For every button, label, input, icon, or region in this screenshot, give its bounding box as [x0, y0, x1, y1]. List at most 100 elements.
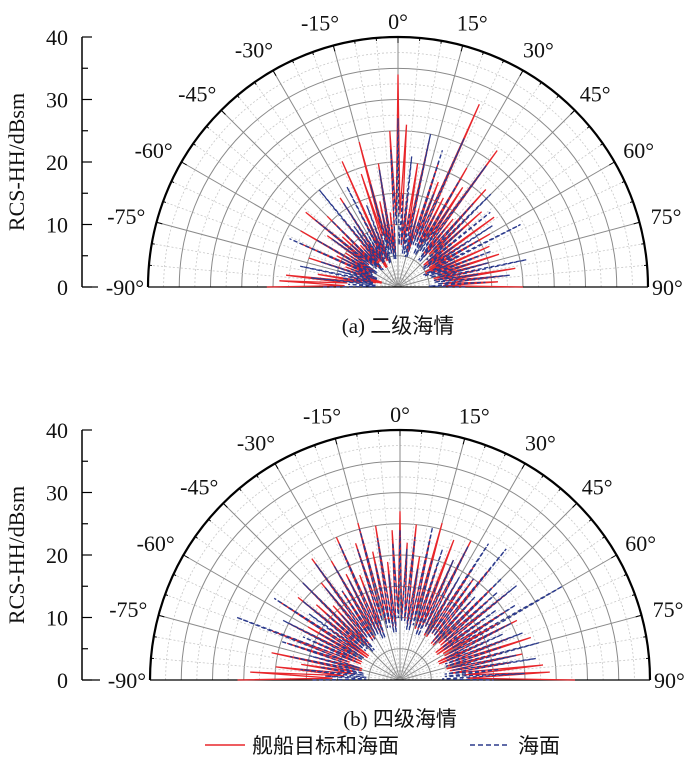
y-tick-label: 40 [46, 418, 68, 443]
arc-tick [556, 95, 560, 99]
arc-tick [629, 201, 634, 203]
series-line-ship [237, 511, 576, 681]
grid-spoke-minor [256, 474, 401, 681]
angle-tick-label: -60° [135, 138, 173, 163]
arc-tick [156, 221, 163, 225]
arc-tick [208, 518, 212, 522]
arc-tick [162, 201, 167, 203]
grid-spoke-minor [399, 430, 423, 681]
angle-tick-label: 45° [580, 81, 611, 106]
arc-tick [635, 614, 642, 618]
grid-spoke [397, 221, 640, 288]
arc-tick [600, 143, 604, 146]
grid-spoke-minor [399, 636, 647, 681]
arc-tick [314, 444, 316, 449]
panel-caption: (a) 二级海情 [342, 314, 455, 338]
arc-tick [173, 573, 177, 577]
arc-tick [334, 438, 338, 445]
angle-tick-label: 0° [388, 9, 408, 34]
grid-spoke-minor [399, 488, 562, 681]
y-tick-label: 20 [46, 150, 68, 175]
y-tick-label: 30 [46, 481, 68, 506]
arc-tick [183, 554, 189, 559]
arc-tick [238, 488, 242, 492]
angle-tick-label: 15° [459, 403, 490, 428]
angle-tick-label: -75° [107, 204, 145, 229]
grid-spoke [397, 161, 615, 288]
y-tick-label: 30 [46, 88, 68, 113]
grid-spoke-minor [397, 51, 484, 288]
arc-tick [484, 444, 486, 449]
arc-tick [254, 81, 257, 85]
angle-tick-label: 30° [523, 38, 554, 63]
grid-spoke-minor [397, 40, 442, 288]
grid-spoke-minor [397, 81, 542, 288]
grid-spoke-minor [356, 433, 401, 681]
angle-tick-label: 90° [652, 275, 683, 300]
arc-tick [354, 40, 356, 44]
arc-tick [256, 474, 259, 478]
arc-tick [633, 221, 640, 225]
arc-tick [194, 536, 198, 539]
polar-panel-a: -90° -75° -60° -45° -30° -15° 0° 15° 30° 45° 60° 75… [4, 9, 683, 338]
grid-spoke-minor [314, 444, 401, 681]
series-line-sea [289, 118, 527, 288]
arc-tick [356, 433, 358, 437]
grid-spoke [158, 614, 401, 681]
arc-tick [539, 81, 542, 85]
arc-tick [482, 51, 484, 56]
grid-spoke-minor [399, 518, 592, 681]
grid-spoke-minor [208, 518, 401, 681]
arc-tick [586, 125, 590, 129]
grid-spoke-minor [399, 573, 627, 681]
arc-tick [558, 488, 562, 492]
legend-label-ship: 舰船目标和海面 [252, 734, 399, 758]
y-tick-label: 10 [46, 213, 68, 238]
arc-tick [643, 636, 647, 638]
arc-tick [611, 554, 617, 559]
grid-spoke-minor [397, 37, 421, 288]
grid-spoke-minor [399, 474, 544, 681]
grid-spoke [183, 554, 401, 681]
arc-tick [164, 594, 169, 596]
angle-tick-label: -45° [178, 81, 216, 106]
arc-tick [236, 95, 240, 99]
angle-tick-label: 15° [457, 10, 488, 35]
angle-tick-label: -75° [109, 597, 147, 622]
arc-tick [171, 180, 175, 184]
arc-tick [222, 502, 228, 508]
arc-tick [641, 243, 645, 245]
arc-tick [503, 453, 507, 457]
arc-tick [192, 143, 196, 146]
panel-caption: (b) 四级海情 [343, 707, 457, 731]
arc-tick [588, 518, 592, 522]
angle-tick-label: 75° [653, 597, 684, 622]
arc-tick [440, 40, 442, 44]
grid-spoke [399, 463, 526, 681]
arc-tick [621, 180, 625, 184]
angle-tick-label: -30° [235, 38, 273, 63]
grid-spoke-minor [173, 573, 401, 681]
arc-tick [291, 60, 295, 64]
angle-tick-label: -90° [106, 275, 144, 300]
arc-tick [272, 70, 277, 76]
arc-tick [274, 463, 279, 469]
arc-tick [541, 474, 544, 478]
arc-tick [460, 45, 464, 52]
arc-tick [442, 433, 444, 437]
arc-tick [181, 161, 187, 166]
angle-tick-label: -45° [180, 474, 218, 499]
arc-tick [521, 463, 526, 469]
y-tick-label: 0 [57, 275, 68, 300]
arc-tick [631, 594, 636, 596]
angle-tick-label: -30° [237, 431, 275, 456]
angle-tick-label: 45° [582, 474, 613, 499]
grid-spoke-minor [399, 594, 636, 681]
arc-tick [153, 636, 157, 638]
grid-spoke-minor [399, 433, 444, 681]
grid-spoke-minor [293, 453, 401, 681]
arc-tick [332, 45, 336, 52]
arc-tick [462, 438, 466, 445]
angle-tick-label: 60° [623, 138, 654, 163]
arc-tick [609, 161, 615, 166]
